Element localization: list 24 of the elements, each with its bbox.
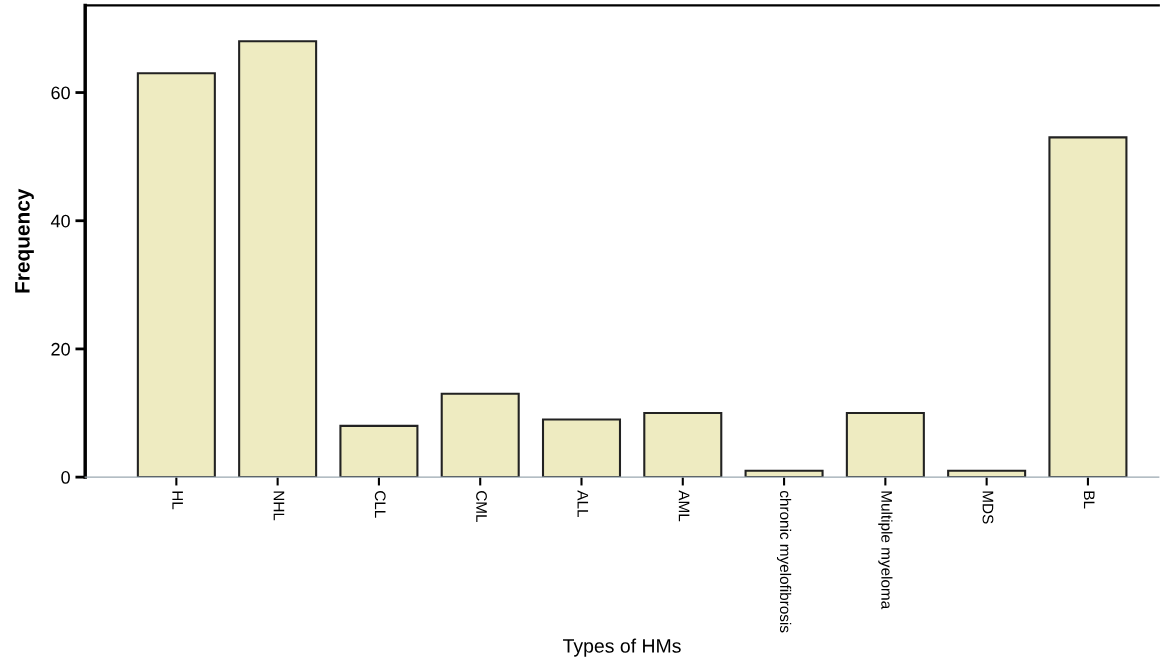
x-tick-label: CML: [476, 491, 487, 523]
x-tick-label: chronic myelofibrosis: [776, 490, 792, 633]
x-tick-label: Multiple myeloma: [878, 491, 893, 610]
y-tick-label: 0: [61, 471, 70, 484]
x-tick-label: BL: [1083, 491, 1095, 509]
bar: [440, 392, 520, 478]
bar: [339, 424, 419, 478]
bar: [643, 411, 723, 478]
bar: [541, 418, 622, 478]
x-tick-label: CLL: [374, 491, 386, 518]
x-tick-label: ALL: [577, 490, 589, 517]
y-tick-label: 60: [51, 86, 70, 100]
y-tick-label: 40: [50, 214, 70, 228]
x-tick-label: AML: [678, 490, 690, 522]
bar: [136, 72, 216, 478]
x-axis-title: Types of HMs: [563, 638, 681, 657]
bar: [238, 40, 318, 478]
x-tick-label: HL: [172, 491, 183, 510]
x-tick-label: MDS: [982, 491, 994, 524]
bar: [845, 411, 925, 478]
y-tick-label: 20: [51, 342, 70, 356]
y-axis-title: Frequency: [15, 188, 34, 293]
x-tick-label: NHL: [273, 491, 285, 521]
bar: [1048, 136, 1128, 478]
